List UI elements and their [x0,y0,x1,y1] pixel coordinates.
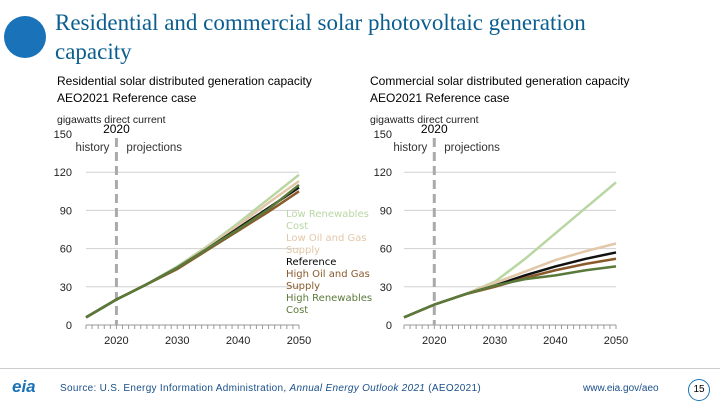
commercial-header: Commercial solar distributed generation … [370,73,629,126]
series-line [403,265,617,319]
series-line [403,251,617,319]
projections-label: projections [444,142,500,154]
x-tick-label: 2050 [287,335,311,347]
history-label: history [393,142,427,154]
legend-entry: Low Renewables [286,209,369,220]
residential-header: Residential solar distributed generation… [57,73,312,126]
eia-logo: eia [12,377,36,396]
y-tick-label: 90 [380,205,392,217]
legend-entry: Cost [286,305,308,316]
x-tick-label: 2030 [165,335,189,347]
legend-entry: Reference [286,257,336,268]
series-line [85,173,300,319]
chart-subtitle: AEO2021 Reference case [57,91,197,105]
legend-entry: Low Oil and Gas [286,233,367,244]
chart-title: Commercial solar distributed generation … [370,74,630,88]
page-number: 15 [688,379,710,401]
x-tick-label: 2030 [483,335,507,347]
chart-subtitle: AEO2021 Reference case [370,91,510,105]
y-tick-label: 30 [60,282,72,294]
x-tick-label: 2050 [604,335,628,347]
footer [0,368,720,406]
y-tick-label: 150 [374,129,392,141]
y-tick-label: 120 [374,167,392,179]
series-line [403,257,617,319]
x-tick-label: 2020 [104,335,128,347]
legend-entry: Supply [286,281,320,292]
legend-entry: High Renewables [286,293,372,304]
unit-label: gigawatts direct current [57,114,166,126]
y-tick-label: 0 [66,320,72,332]
history-label: history [76,142,110,154]
x-tick-label: 2040 [543,335,567,347]
building-icon [4,16,46,58]
y-tick-label: 120 [54,167,72,179]
y-tick-label: 60 [380,244,392,256]
charts: 0 30 60 90 120 150 2020 2030 2040 2050 2020 history… [54,122,629,347]
x-tick-label: 2040 [226,335,250,347]
y-tick-label: 60 [60,244,72,256]
website-link[interactable]: www.eia.gov/aeo [583,383,659,394]
divider-year: 2020 [103,122,130,136]
y-tick-label: 90 [60,205,72,217]
chart-title: Residential solar distributed generation… [57,74,312,88]
y-tick-label: 30 [380,282,392,294]
legend-entry: Supply [286,245,320,256]
legend-entry: High Oil and Gas [286,269,370,280]
projections-label: projections [126,142,182,154]
legend-entry: Cost [286,221,308,232]
divider-year: 2020 [421,122,448,136]
x-tick-label: 2020 [422,335,446,347]
series-line [403,181,617,319]
series-line [85,183,300,319]
unit-label: gigawatts direct current [370,114,479,126]
y-tick-label: 150 [54,129,72,141]
source-note: Source: U.S. Energy Information Administ… [60,383,481,394]
y-tick-label: 0 [386,320,392,332]
page-title: Residential and commercial solar photovo… [55,10,586,64]
